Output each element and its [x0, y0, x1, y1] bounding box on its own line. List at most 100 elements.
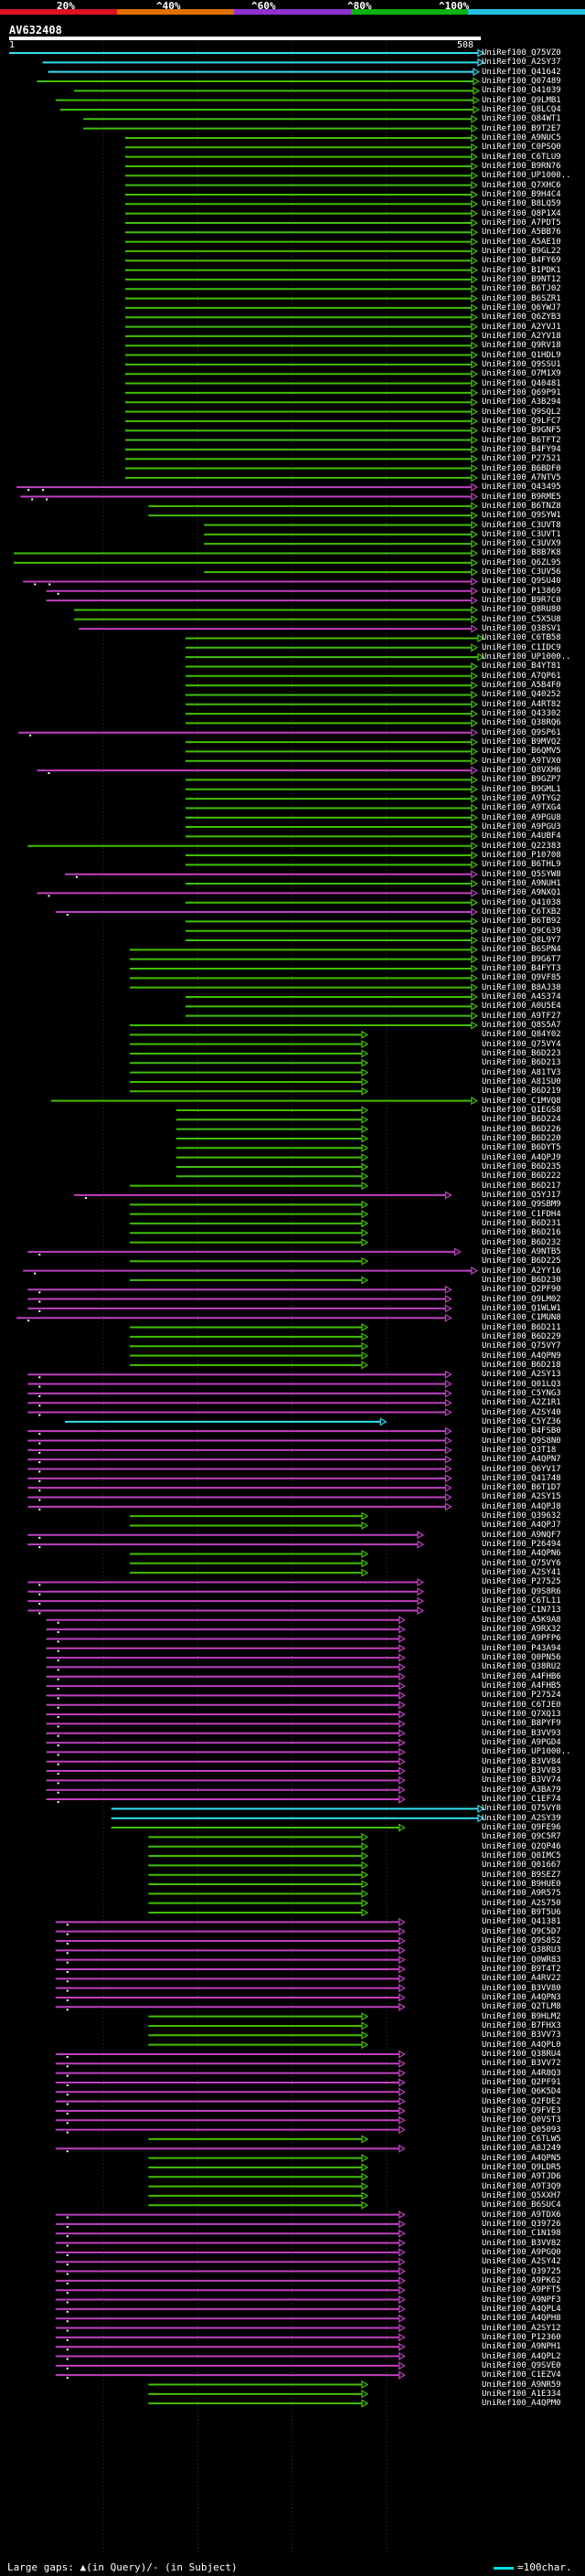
hit-label[interactable]: UniRef100_Q9LMB1: [482, 95, 561, 105]
hit-label[interactable]: UniRef100_Q2FDE2: [482, 2096, 561, 2106]
hit-label[interactable]: UniRef100_B6D231: [482, 1218, 561, 1228]
hit-label[interactable]: UniRef100_A4QPM0: [482, 2399, 561, 2409]
hit-label[interactable]: UniRef100_A9TXG4: [482, 803, 561, 813]
hit-label[interactable]: UniRef100_Q6YWJ7: [482, 302, 561, 313]
hit-label[interactable]: UniRef100_A9NR59: [482, 2380, 561, 2390]
hit-label[interactable]: UniRef100_A9NPF3: [482, 2295, 561, 2305]
hit-label[interactable]: UniRef100_A8J249: [482, 2144, 561, 2154]
hit-label[interactable]: UniRef100_C6TB58: [482, 633, 561, 643]
hit-label[interactable]: UniRef100_Q43495: [482, 482, 561, 493]
hit-label[interactable]: UniRef100_B6D225: [482, 1256, 561, 1267]
hit-label[interactable]: UniRef100_B4FY94: [482, 444, 561, 454]
hit-label[interactable]: UniRef100_B8LQ59: [482, 199, 561, 209]
hit-label[interactable]: UniRef100_B9GML1: [482, 784, 561, 794]
hit-label[interactable]: UniRef100_Q5SYW8: [482, 869, 561, 879]
hit-label[interactable]: UniRef100_B9T5U6: [482, 1908, 561, 1917]
hit-label[interactable]: UniRef100_P13869: [482, 586, 561, 596]
hit-label[interactable]: UniRef100_A3B294: [482, 398, 561, 408]
hit-label[interactable]: UniRef100_P27521: [482, 454, 561, 464]
hit-label[interactable]: UniRef100_Q84WT1: [482, 114, 561, 124]
hit-label[interactable]: UniRef100_A9TDX6: [482, 2210, 561, 2220]
hit-label[interactable]: UniRef100_C1EF74: [482, 1795, 561, 1805]
hit-label[interactable]: UniRef100_Q75VY4: [482, 1039, 561, 1049]
hit-label[interactable]: UniRef100_P12360: [482, 2332, 561, 2342]
hit-label[interactable]: UniRef100_B4YT81: [482, 662, 561, 672]
hit-label[interactable]: UniRef100_Q38SV1: [482, 624, 561, 634]
hit-label[interactable]: UniRef100_A9NUH1: [482, 879, 561, 889]
hit-label[interactable]: UniRef100_A1E334: [482, 2389, 561, 2399]
hit-label[interactable]: UniRef100_B9RN76: [482, 161, 561, 171]
hit-label[interactable]: UniRef100_A9R575: [482, 1889, 561, 1899]
hit-label[interactable]: UniRef100_A9PGQ0: [482, 2247, 561, 2257]
hit-label[interactable]: UniRef100_Q9S8N0: [482, 1436, 561, 1446]
hit-label[interactable]: UniRef100_A4QPL4: [482, 2304, 561, 2314]
hit-label[interactable]: UniRef100_C5YNG3: [482, 1388, 561, 1398]
hit-label[interactable]: UniRef100_B6BDF0: [482, 463, 561, 473]
hit-label[interactable]: UniRef100_C6TL11: [482, 1596, 561, 1606]
hit-label[interactable]: UniRef100_C0PSQ0: [482, 143, 561, 153]
hit-label[interactable]: UniRef100_B6D213: [482, 1058, 561, 1068]
hit-label[interactable]: UniRef100_Q40252: [482, 690, 561, 700]
hit-label[interactable]: UniRef100_A9TVX0: [482, 756, 561, 766]
hit-label[interactable]: UniRef100_B4FSB0: [482, 1426, 561, 1436]
hit-label[interactable]: UniRef100_B6D224: [482, 1115, 561, 1125]
hit-label[interactable]: UniRef100_B9GZP7: [482, 775, 561, 785]
hit-label[interactable]: UniRef100_B8B7K8: [482, 548, 561, 558]
hit-label[interactable]: UniRef100_B3VV80: [482, 1983, 561, 1993]
hit-label[interactable]: UniRef100_B9NT12: [482, 274, 561, 284]
hit-label[interactable]: UniRef100_B6D216: [482, 1228, 561, 1238]
hit-label[interactable]: UniRef100_A5K9A8: [482, 1615, 561, 1625]
hit-label[interactable]: UniRef100_A2SY42: [482, 2257, 561, 2267]
hit-label[interactable]: UniRef100_A4QPN3: [482, 1992, 561, 2002]
hit-label[interactable]: UniRef100_B3VV72: [482, 2059, 561, 2069]
hit-label[interactable]: UniRef100_C3UVT1: [482, 529, 561, 539]
hit-label[interactable]: UniRef100_A4QPN7: [482, 1455, 561, 1465]
hit-label[interactable]: UniRef100_A4QPL0: [482, 2040, 561, 2050]
hit-label[interactable]: UniRef100_B6D220: [482, 1133, 561, 1143]
hit-label[interactable]: UniRef100_P27524: [482, 1691, 561, 1701]
hit-label[interactable]: UniRef100_B6D217: [482, 1181, 561, 1191]
hit-label[interactable]: UniRef100_A2SY12: [482, 2323, 561, 2333]
hit-label[interactable]: UniRef100_A2YV18: [482, 331, 561, 341]
hit-label[interactable]: UniRef100_P43A94: [482, 1643, 561, 1653]
hit-label[interactable]: UniRef100_C1N198: [482, 2229, 561, 2239]
hit-label[interactable]: UniRef100_Q9LDR5: [482, 2162, 561, 2172]
hit-label[interactable]: UniRef100_A9TF27: [482, 1011, 561, 1021]
hit-label[interactable]: UniRef100_A4RV22: [482, 1974, 561, 1984]
hit-label[interactable]: UniRef100_Q9S8S2: [482, 1936, 561, 1945]
hit-label[interactable]: UniRef100_A3BA79: [482, 1785, 561, 1795]
hit-label[interactable]: UniRef100_Q6YV17: [482, 1464, 561, 1474]
hit-label[interactable]: UniRef100_A4QPJ8: [482, 1501, 561, 1511]
hit-label[interactable]: UniRef100_A4S374: [482, 992, 561, 1002]
hit-label[interactable]: UniRef100_Q6ZL95: [482, 557, 561, 567]
hit-label[interactable]: UniRef100_A5B4F0: [482, 681, 561, 691]
hit-label[interactable]: UniRef100_Q9FVE3: [482, 2105, 561, 2115]
hit-label[interactable]: UniRef100_C1IDC9: [482, 642, 561, 652]
hit-label[interactable]: UniRef100_B6SZR1: [482, 293, 561, 303]
hit-label[interactable]: UniRef100_Q38RQ6: [482, 718, 561, 728]
hit-label[interactable]: UniRef100_Q9LM02: [482, 1294, 561, 1304]
hit-label[interactable]: UniRef100_A9PFT5: [482, 2285, 561, 2295]
hit-label[interactable]: UniRef100_A81SU0: [482, 1076, 561, 1087]
hit-label[interactable]: UniRef100_B6THL9: [482, 860, 561, 870]
hit-label[interactable]: UniRef100_A9NUC5: [482, 133, 561, 143]
hit-label[interactable]: UniRef100_Q9SU40: [482, 577, 561, 587]
hit-label[interactable]: UniRef100_A2YVJ1: [482, 322, 561, 332]
hit-label[interactable]: UniRef100_Q9SP61: [482, 727, 561, 737]
hit-label[interactable]: UniRef100_A2SY15: [482, 1492, 561, 1502]
hit-label[interactable]: UniRef100_Q8L9Y7: [482, 936, 561, 946]
hit-label[interactable]: UniRef100_B3VV83: [482, 1766, 561, 1776]
hit-label[interactable]: UniRef100_Q0VST3: [482, 2115, 561, 2125]
hit-label[interactable]: UniRef100_Q3T18: [482, 1445, 557, 1455]
hit-label[interactable]: UniRef100_B6DYT5: [482, 1143, 561, 1153]
hit-label[interactable]: UniRef100_P10708: [482, 851, 561, 861]
hit-label[interactable]: UniRef100_A9NPH1: [482, 2342, 561, 2352]
hit-label[interactable]: UniRef100_A4FHB5: [482, 1681, 561, 1691]
hit-label[interactable]: UniRef100_B6D226: [482, 1124, 561, 1134]
hit-label[interactable]: UniRef100_UP1000..: [482, 1747, 571, 1757]
hit-label[interactable]: UniRef100_Q8P1X4: [482, 208, 561, 218]
hit-label[interactable]: UniRef100_Q9SBM9: [482, 1200, 561, 1210]
hit-label[interactable]: UniRef100_Q41381: [482, 1917, 561, 1927]
hit-label[interactable]: UniRef100_A9PFP6: [482, 1634, 561, 1644]
hit-label[interactable]: UniRef100_Q5XXH7: [482, 2190, 561, 2200]
